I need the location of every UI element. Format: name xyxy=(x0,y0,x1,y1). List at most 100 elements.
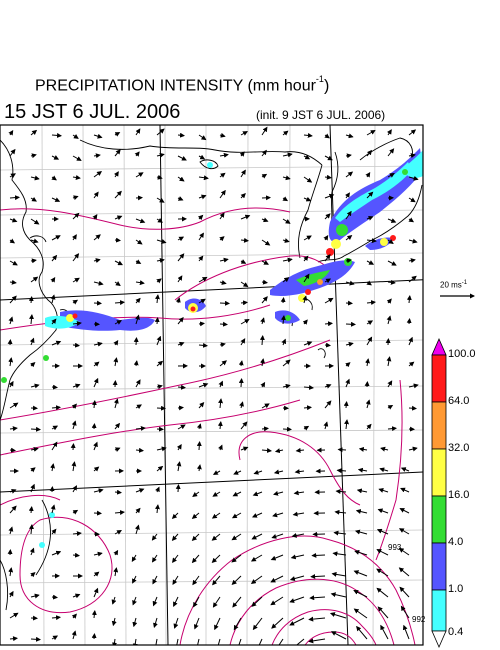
wind-arrow xyxy=(219,189,226,199)
wind-arrow xyxy=(156,174,163,180)
wind-arrow xyxy=(250,575,263,584)
wind-arrow xyxy=(399,508,410,514)
wind-arrow xyxy=(9,260,18,266)
wind-arrow xyxy=(240,281,249,288)
wind-arrow xyxy=(273,490,284,496)
wind-arrow xyxy=(377,508,389,514)
wind-arrow xyxy=(135,128,141,136)
title-exponent: -1 xyxy=(315,74,324,84)
wind-arrow xyxy=(387,426,397,432)
colorbar-box-32-64 xyxy=(431,401,447,450)
wind-arrow xyxy=(303,132,313,138)
wind-arrow xyxy=(198,134,207,141)
wind-arrow xyxy=(134,151,140,157)
wind-arrow xyxy=(366,300,376,306)
wind-arrow xyxy=(176,638,179,645)
init-time: (init. 9 JST 6 JUL. 2006) xyxy=(256,108,386,122)
wind-arrow xyxy=(114,190,122,199)
wind-arrow xyxy=(408,383,419,389)
wind-arrow xyxy=(93,587,99,598)
wind-arrow xyxy=(156,384,163,390)
wind-arrow xyxy=(172,575,179,585)
wind-arrow xyxy=(30,483,35,493)
wind-arrow xyxy=(239,401,244,409)
map-title: PRECIPITATION INTENSITY (mm hour-1) xyxy=(35,74,329,95)
wind-arrow xyxy=(289,575,305,581)
wind-arrow xyxy=(135,379,141,388)
wind-arrow xyxy=(156,278,162,284)
wind-arrow xyxy=(135,259,142,264)
wind-arrow xyxy=(324,400,332,409)
colorbar-box-1-4 xyxy=(431,542,447,591)
wind-arrow xyxy=(177,236,185,242)
wind-arrow xyxy=(198,382,209,388)
wind-arrow xyxy=(30,467,36,473)
wind-arrow xyxy=(282,383,291,389)
wind-arrow xyxy=(191,533,200,541)
wind-arrow xyxy=(30,196,37,202)
wind-arrow xyxy=(111,638,117,645)
wind-arrow xyxy=(70,443,76,451)
wind-arrow xyxy=(260,358,265,367)
wind-arrow xyxy=(177,317,184,325)
wind-arrow xyxy=(271,617,284,629)
wind-arrow xyxy=(50,504,56,514)
wind-arrow xyxy=(240,214,251,220)
wind-arrow xyxy=(93,280,104,286)
wind-arrow xyxy=(29,337,35,346)
wind-arrow xyxy=(324,297,334,304)
wind-arrow xyxy=(154,504,160,514)
wind-arrow xyxy=(324,321,333,327)
wind-arrow xyxy=(111,596,117,605)
wind-arrow xyxy=(28,506,34,514)
wind-arrow xyxy=(261,426,269,432)
wind-arrow xyxy=(175,484,181,493)
wind-arrow xyxy=(324,383,332,389)
wind-arrow xyxy=(114,237,121,243)
wind-arrow xyxy=(219,280,227,285)
wind-arrow xyxy=(72,485,78,493)
wind-arrow xyxy=(251,533,263,540)
wind-vectors xyxy=(7,126,419,645)
wind-arrow xyxy=(303,425,310,431)
wind-arrow xyxy=(113,567,119,577)
wind-arrow xyxy=(156,446,167,452)
wind-arrow xyxy=(355,509,368,514)
wind-arrow xyxy=(343,401,349,409)
wind-arrow xyxy=(260,317,265,325)
wind-arrow xyxy=(93,551,103,557)
wind-arrow xyxy=(240,319,250,325)
wind-arrow xyxy=(219,152,229,158)
wind-arrow xyxy=(72,155,82,161)
wind-arrow xyxy=(261,448,272,453)
colorbar-label-100: 100.0 xyxy=(448,348,476,360)
wind-arrow xyxy=(408,217,415,223)
wind-arrow xyxy=(72,234,77,241)
colorbar xyxy=(431,338,447,648)
wind-arrow xyxy=(219,257,229,263)
wind-arrow xyxy=(156,152,165,158)
wind-arrow xyxy=(408,275,417,283)
wind-arrow xyxy=(114,260,123,266)
wind-arrow xyxy=(198,255,204,262)
wind-arrow xyxy=(344,419,350,430)
wind-arrow xyxy=(240,300,248,306)
wind-arrow xyxy=(93,441,98,451)
wind-arrow xyxy=(387,239,394,244)
wind-arrow xyxy=(345,133,354,139)
wind-arrow xyxy=(132,596,137,606)
title-text: PRECIPITATION INTENSITY (mm hour xyxy=(35,77,316,95)
wind-arrow xyxy=(30,636,41,642)
wind-arrow xyxy=(176,461,182,472)
wind-arrow xyxy=(260,381,266,388)
wind-arrow xyxy=(253,469,263,475)
wind-arrow xyxy=(233,470,242,475)
wind-arrow xyxy=(218,380,224,388)
wind-arrow xyxy=(72,552,80,558)
wind-arrow xyxy=(51,528,57,535)
wind-arrow xyxy=(398,528,410,535)
wind-arrow xyxy=(357,467,368,473)
wind-arrow xyxy=(51,405,61,411)
wind-arrow xyxy=(72,212,80,220)
wind-arrow xyxy=(198,232,204,241)
